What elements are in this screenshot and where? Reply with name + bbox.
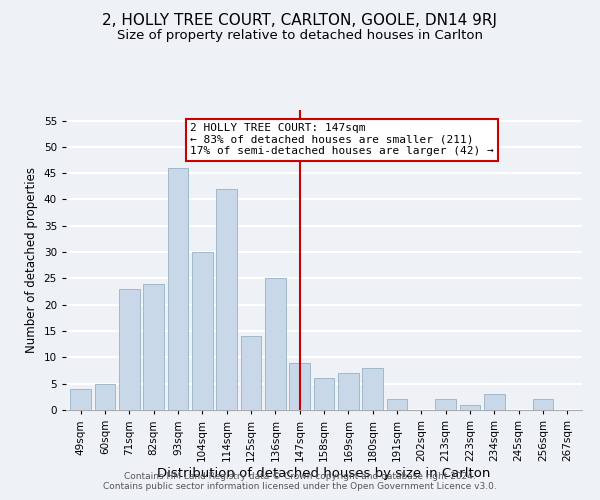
Bar: [119, 289, 140, 410]
Y-axis label: Number of detached properties: Number of detached properties: [25, 167, 38, 353]
Text: Contains public sector information licensed under the Open Government Licence v3: Contains public sector information licen…: [103, 482, 497, 491]
Bar: [95, 384, 115, 410]
Bar: [167, 168, 188, 410]
X-axis label: Distribution of detached houses by size in Carlton: Distribution of detached houses by size …: [157, 466, 491, 479]
Bar: [143, 284, 164, 410]
Bar: [216, 189, 237, 410]
Bar: [533, 400, 553, 410]
Bar: [314, 378, 334, 410]
Bar: [241, 336, 262, 410]
Text: Contains HM Land Registry data © Crown copyright and database right 2024.: Contains HM Land Registry data © Crown c…: [124, 472, 476, 481]
Bar: [386, 400, 407, 410]
Bar: [460, 404, 481, 410]
Text: 2, HOLLY TREE COURT, CARLTON, GOOLE, DN14 9RJ: 2, HOLLY TREE COURT, CARLTON, GOOLE, DN1…: [103, 12, 497, 28]
Bar: [70, 389, 91, 410]
Bar: [362, 368, 383, 410]
Bar: [338, 373, 359, 410]
Bar: [289, 362, 310, 410]
Bar: [265, 278, 286, 410]
Bar: [436, 400, 456, 410]
Bar: [484, 394, 505, 410]
Text: 2 HOLLY TREE COURT: 147sqm
← 83% of detached houses are smaller (211)
17% of sem: 2 HOLLY TREE COURT: 147sqm ← 83% of deta…: [190, 123, 494, 156]
Text: Size of property relative to detached houses in Carlton: Size of property relative to detached ho…: [117, 29, 483, 42]
Bar: [192, 252, 212, 410]
